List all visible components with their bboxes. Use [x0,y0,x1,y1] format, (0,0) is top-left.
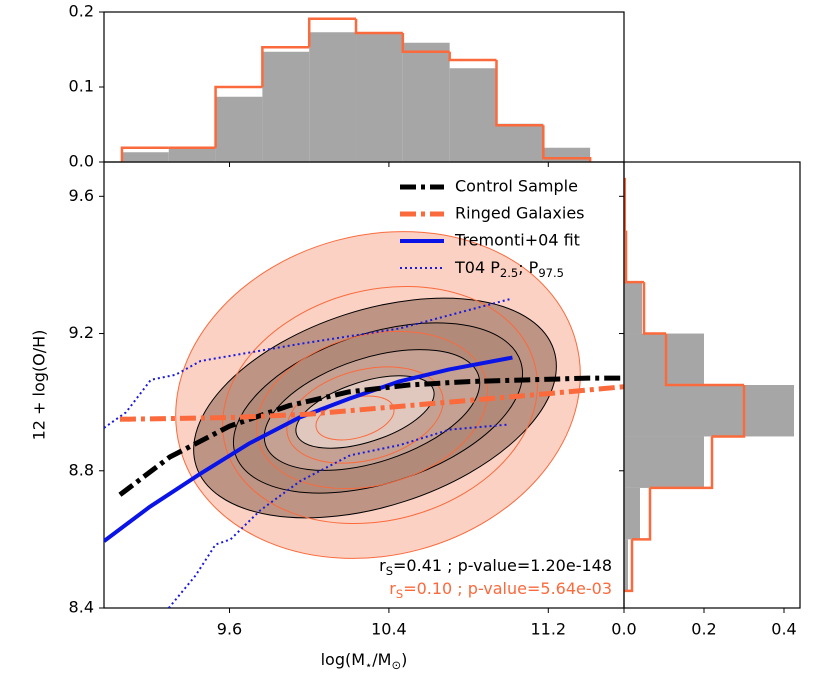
annotation-part: S [386,564,393,578]
series-line [104,298,510,429]
x-axis-label-part: ⊙ [391,658,401,672]
hist-step [712,385,746,438]
hist-step [624,539,634,593]
hist-bar [624,436,704,488]
y-tick-label: 8.8 [69,460,94,479]
hist-bar [215,96,263,162]
hist-step [261,46,310,87]
hist-bar [624,333,704,385]
annotation-part: S [396,587,403,601]
hist-bar [168,147,216,162]
hist-bar [449,68,497,162]
legend-label-part: T04 P [454,258,500,277]
y-tick-label: 0.0 [69,152,94,171]
hist-step [401,33,450,53]
x-axis-label-part: ⋆ [365,658,372,672]
hist-step [448,51,497,62]
annotation: rS=0.41 ; p-value=1.20e-148 [379,556,612,578]
contour [286,366,444,464]
hist-bar [624,282,642,334]
hist-step [307,17,357,48]
annotation-part: =0.10 ; p-value=5.64e-03 [403,579,612,598]
legend-label-part: 2.5 [500,266,518,280]
legend-label: Control Sample [455,177,578,196]
hist-step [354,18,403,35]
series-line [167,423,510,608]
contour [222,285,538,525]
x-tick-label: 9.6 [217,620,242,639]
x-tick-label: 0.0 [611,620,636,639]
hist-step [650,436,714,490]
hist-bar [624,539,628,591]
hist-bar [356,33,403,162]
hist-bar [262,51,310,162]
y-tick-label: 0.1 [69,77,94,96]
y-tick-label: 8.4 [69,598,94,617]
hist-bar [121,152,169,162]
hist-step [495,60,544,127]
hist-step [632,487,652,541]
legend-label-part: ; P [518,258,538,277]
plot-frame [623,161,801,609]
hist-step [624,230,644,284]
y-tick-label: 9.6 [69,186,94,205]
hist-bar [543,147,591,162]
hist-step [120,146,169,162]
x-axis-label-part: ) [401,650,407,669]
series-line [119,384,624,422]
legend-label: Tremonti+04 fit [454,231,580,250]
legend-label-part: 97.5 [538,266,564,280]
hist-step [214,85,263,148]
hist-bar [624,385,794,437]
x-tick-label: 0.2 [691,620,716,639]
hist-bar [496,123,544,162]
series-line [118,375,624,497]
x-tick-label: 10.4 [371,620,407,639]
hist-bar [624,487,640,540]
series-group [104,298,624,608]
annotation-part: r [389,579,396,598]
annotation-part: r [379,556,386,575]
annotation: rS=0.10 ; p-value=5.64e-03 [389,579,612,601]
hist-step [542,125,592,162]
annotation-part: =0.41 ; p-value=1.20e-148 [393,556,612,575]
legend-label: Ringed Galaxies [455,204,585,223]
hist-step [642,282,666,335]
hist-bar [309,32,357,162]
contour [295,375,435,449]
y-axis-label: 12 + log(O/H) [30,330,49,441]
y-tick-label: 0.2 [69,2,94,21]
y-tick-label: 9.2 [69,323,94,342]
x-tick-label: 0.4 [771,620,796,639]
x-axis-label: log(M⋆/M⊙) [321,650,408,672]
x-axis-label-part: log(M [321,650,365,669]
hist-bar [402,42,450,162]
hist-step [664,333,744,387]
legend-label: T04 P2.5; P97.5 [454,258,564,280]
x-axis-label-part: /M [372,650,391,669]
series-line [104,355,513,543]
x-tick-label: 11.2 [530,620,566,639]
